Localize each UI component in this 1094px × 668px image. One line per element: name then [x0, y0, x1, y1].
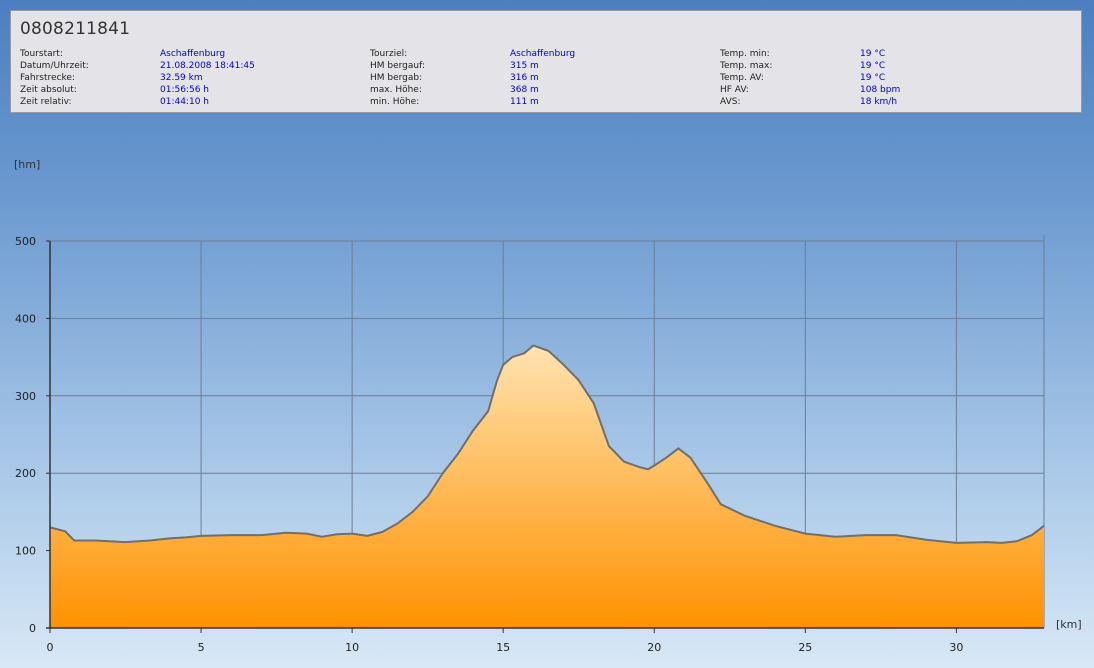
- y-tick-label: 300: [15, 390, 36, 403]
- info-label: Fahrstrecke:: [20, 73, 75, 83]
- y-tick-label: 400: [15, 312, 36, 325]
- info-label: min. Höhe:: [370, 97, 420, 107]
- info-label: HM bergauf:: [370, 61, 425, 71]
- x-tick-label: 20: [647, 641, 661, 654]
- info-value: 21.08.2008 18:41:45: [160, 61, 255, 71]
- info-value: 19 °C: [860, 49, 886, 59]
- x-tick-label: 5: [198, 641, 205, 654]
- info-value: 01:56:56 h: [160, 85, 209, 95]
- info-label: Tourstart:: [20, 49, 63, 59]
- info-value: 111 m: [510, 97, 539, 107]
- tick-labels: 0 100 200 300 400 500 0 5 10 15 20 25 30: [15, 235, 963, 654]
- tour-title: 0808211841: [20, 19, 131, 39]
- info-value: 108 bpm: [860, 85, 901, 95]
- info-label: AVS:: [720, 97, 741, 107]
- x-tick-label: 30: [949, 641, 963, 654]
- info-label: max. Höhe:: [370, 85, 422, 95]
- elevation-area: [50, 345, 1044, 628]
- info-label: Temp. max:: [720, 61, 773, 71]
- info-value: 315 m: [510, 61, 539, 71]
- info-panel: 0808211841 Tourstart: Aschaffenburg Datum…: [10, 10, 1082, 113]
- info-label: Zeit relativ:: [20, 97, 72, 107]
- y-axis-label: [hm]: [14, 158, 40, 171]
- info-value: Aschaffenburg: [160, 49, 226, 59]
- y-tick-label: 200: [15, 467, 36, 480]
- info-value: 316 m: [510, 73, 539, 83]
- axes: [46, 240, 1044, 633]
- x-tick-label: 25: [798, 641, 812, 654]
- info-value: 01:44:10 h: [160, 97, 209, 107]
- y-tick-label: 100: [15, 545, 36, 558]
- info-label: HF AV:: [720, 85, 749, 95]
- info-value: 19 °C: [860, 73, 886, 83]
- info-value: 32.59 km: [160, 73, 203, 83]
- x-axis-label: [km]: [1056, 618, 1082, 631]
- elevation-line: [49, 344, 1045, 544]
- info-value: Aschaffenburg: [510, 49, 576, 59]
- info-value: 368 m: [510, 85, 539, 95]
- y-tick-label: 0: [29, 622, 36, 635]
- info-label: Zeit absolut:: [20, 85, 77, 95]
- info-label: HM bergab:: [370, 73, 423, 83]
- info-label: Tourziel:: [370, 49, 408, 59]
- x-tick-label: 15: [496, 641, 510, 654]
- x-tick-label: 10: [345, 641, 359, 654]
- info-label: Datum/Uhrzeit:: [20, 61, 89, 71]
- info-label: Temp. AV:: [720, 73, 764, 83]
- x-tick-label: 0: [47, 641, 54, 654]
- info-value: 19 °C: [860, 61, 886, 71]
- y-tick-label: 500: [15, 235, 36, 248]
- info-value: 18 km/h: [860, 97, 898, 107]
- info-label: Temp. min:: [720, 49, 770, 59]
